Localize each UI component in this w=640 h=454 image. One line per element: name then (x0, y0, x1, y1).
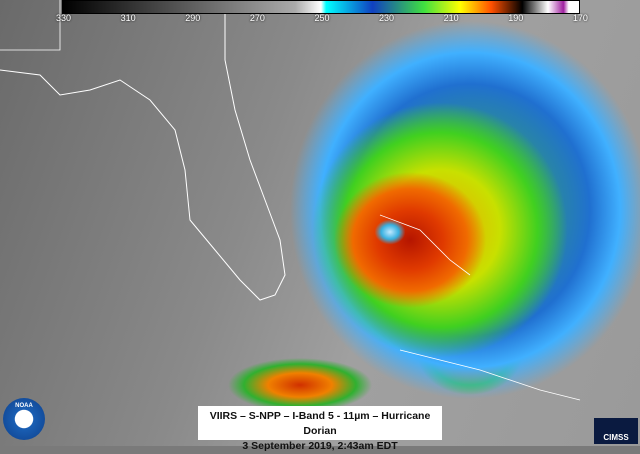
image-caption: VIIRS – S-NPP – I-Band 5 - 11µm – Hurric… (198, 406, 442, 452)
caption-line-1: VIIRS – S-NPP – I-Band 5 - 11µm – Hurric… (209, 410, 431, 437)
tick-label: 270 (249, 13, 265, 23)
tick-label: 190 (508, 13, 524, 23)
noaa-logo-text: NOAA (15, 403, 33, 409)
noaa-logo: NOAA (3, 398, 45, 440)
tick-label: 290 (185, 13, 201, 23)
tick-label: 230 (379, 13, 395, 23)
caption-line-2: 3 September 2019, 2:43am EDT (242, 440, 398, 452)
tick-label: 210 (443, 13, 459, 23)
tick-label: 170 (572, 13, 588, 23)
temperature-colorbar (62, 0, 580, 14)
tick-label: 310 (120, 13, 136, 23)
tick-label: 250 (314, 13, 330, 23)
tick-label: 330 (56, 13, 72, 23)
cimss-logo: CIMSS (594, 418, 638, 444)
cimss-logo-text: CIMSS (603, 433, 629, 442)
colorbar-ticks: 330 310 290 270 250 230 210 190 170 (56, 13, 588, 23)
